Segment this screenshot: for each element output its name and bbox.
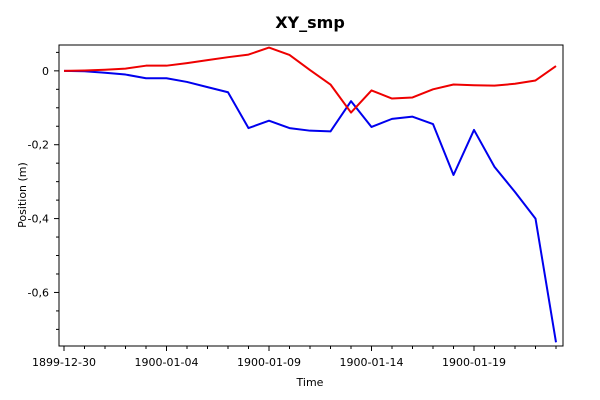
- plot-frame: [58, 44, 564, 347]
- x-tick-label: 1900-01-09: [237, 356, 301, 369]
- series-layer: [63, 46, 557, 343]
- chart-title: XY_smp: [275, 13, 345, 32]
- series-line-1: [63, 69, 557, 343]
- x-axis-label: Time: [296, 376, 324, 389]
- y-axis: 0 -0,2 -0,4 -0,6: [28, 51, 59, 330]
- x-axis: 1899-12-30 1900-01-04 1900-01-09 1900-01-14…: [32, 346, 557, 369]
- y-tick-label: 0: [42, 65, 49, 78]
- y-tick-label: -0,4: [28, 213, 49, 226]
- y-axis-label: Position (m): [16, 162, 29, 228]
- y-tick-label: -0,2: [28, 139, 49, 152]
- y-tick-label: -0,6: [28, 286, 49, 299]
- x-tick-label: 1900-01-19: [442, 356, 506, 369]
- x-tick-label: 1900-01-14: [340, 356, 404, 369]
- x-tick-label: 1899-12-30: [32, 356, 96, 369]
- series-line-2: [63, 46, 557, 114]
- x-tick-label: 1900-01-04: [135, 356, 199, 369]
